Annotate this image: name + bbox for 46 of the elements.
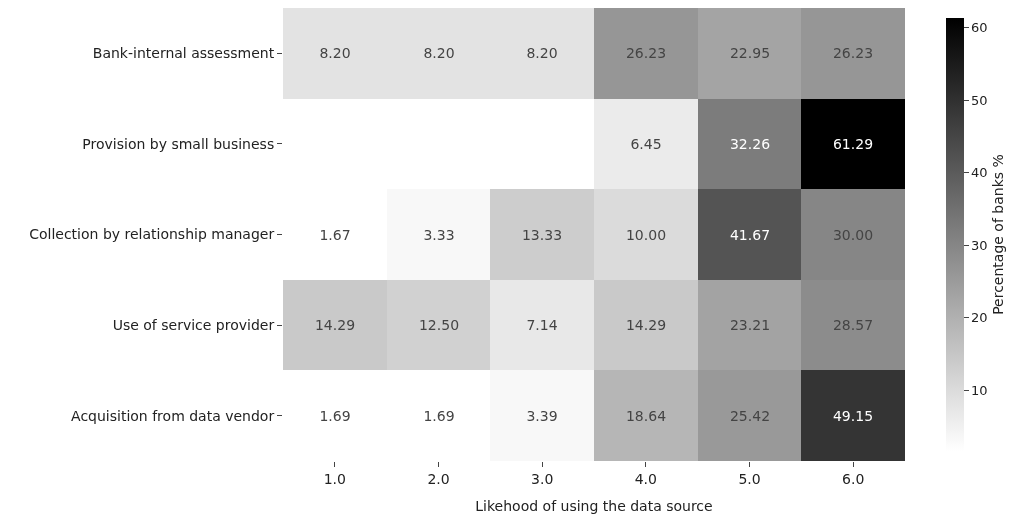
data-label: 14.29 bbox=[314, 316, 356, 333]
x-tick-label: 4.0 bbox=[634, 470, 657, 487]
x-tick-label: 5.0 bbox=[738, 470, 761, 487]
y-tick-label: Acquisition from data vendor bbox=[71, 407, 275, 424]
data-label: 1.69 bbox=[319, 407, 351, 424]
data-label: 8.20 bbox=[526, 44, 558, 61]
color-bar-title: Percentage of banks % bbox=[989, 154, 1006, 315]
data-label: 26.23 bbox=[625, 44, 667, 61]
data-label: 13.33 bbox=[521, 226, 563, 243]
data-label: 22.95 bbox=[729, 44, 771, 61]
data-label: 18.64 bbox=[625, 407, 667, 424]
data-label: 32.26 bbox=[729, 135, 771, 152]
color-bar-label: 30 bbox=[971, 237, 988, 253]
color-bar-label: 60 bbox=[971, 19, 988, 35]
color-bar-label: 50 bbox=[971, 92, 988, 108]
data-label: 6.45 bbox=[630, 135, 662, 152]
x-tick-label: 2.0 bbox=[427, 470, 450, 487]
data-label: 14.29 bbox=[625, 316, 667, 333]
y-tick-label: Use of service provider bbox=[112, 317, 275, 333]
y-tick-label: Collection by relationship manager bbox=[29, 226, 275, 243]
data-label: 41.67 bbox=[729, 226, 771, 243]
data-label: 10.00 bbox=[625, 226, 667, 243]
data-label: 28.57 bbox=[832, 316, 874, 333]
data-label: 49.15 bbox=[832, 407, 874, 424]
x-tick-label: 3.0 bbox=[531, 470, 554, 487]
data-label: 7.14 bbox=[526, 316, 558, 333]
color-bar-label: 10 bbox=[971, 383, 988, 399]
data-label: 8.20 bbox=[319, 44, 351, 61]
data-label: 3.39 bbox=[526, 407, 558, 424]
color-bar-label: 40 bbox=[971, 165, 988, 181]
x-axis-title: Likehood of using the data source bbox=[475, 498, 713, 515]
y-tick-label: Provision by small business bbox=[82, 135, 275, 152]
x-tick-label: 6.0 bbox=[842, 470, 865, 487]
data-label: 3.33 bbox=[423, 226, 455, 243]
data-label: 61.29 bbox=[832, 135, 874, 152]
data-label: 1.67 bbox=[319, 226, 351, 243]
data-label: 1.69 bbox=[423, 407, 455, 424]
data-label: 12.50 bbox=[418, 316, 460, 333]
data-label: 30.00 bbox=[832, 226, 874, 243]
y-tick-label: Bank-internal assessment bbox=[92, 45, 275, 62]
color-bar-label: 20 bbox=[971, 310, 988, 326]
data-label: 8.20 bbox=[423, 44, 455, 61]
data-label: 25.42 bbox=[729, 407, 771, 424]
data-label: 26.23 bbox=[832, 44, 874, 61]
x-tick-label: 1.0 bbox=[323, 470, 346, 487]
data-label: 23.21 bbox=[729, 316, 771, 333]
